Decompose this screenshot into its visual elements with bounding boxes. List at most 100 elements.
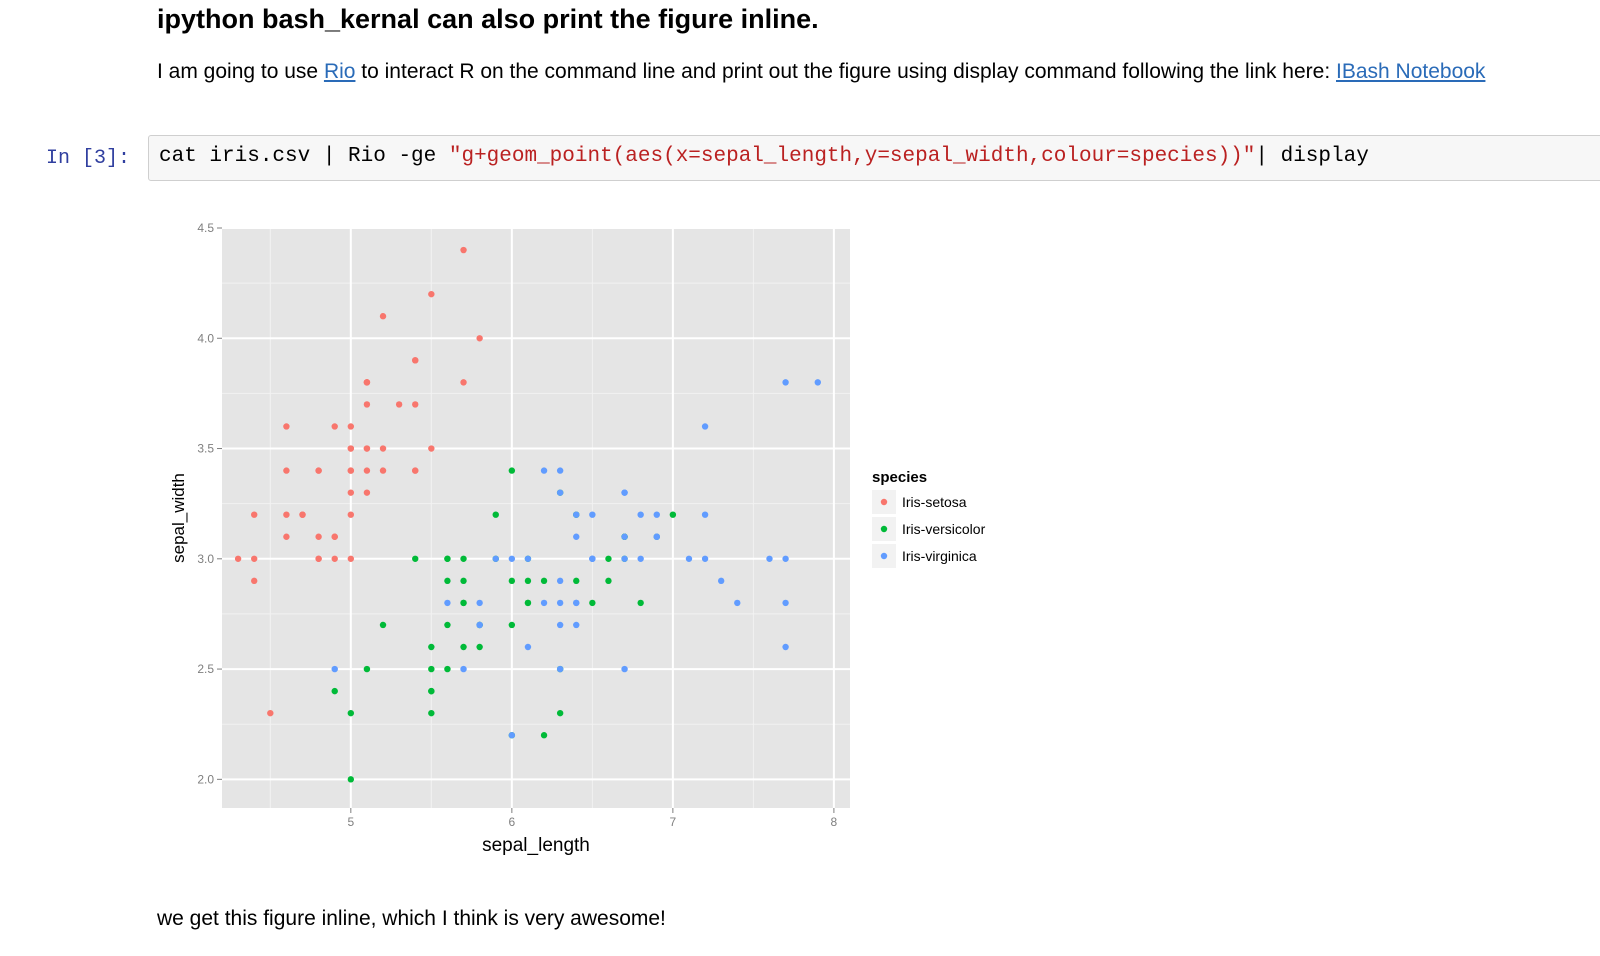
data-point-iris-setosa xyxy=(476,335,483,342)
plot-points xyxy=(234,246,821,783)
code-command: cat iris.csv | Rio -ge xyxy=(159,145,449,168)
legend-marker-iris-versicolor xyxy=(880,525,888,533)
data-point-iris-setosa xyxy=(347,467,355,474)
data-point-iris-virginica xyxy=(556,577,564,585)
data-point-iris-virginica xyxy=(556,621,564,629)
code-input[interactable]: cat iris.csv | Rio -ge "g+geom_point(aes… xyxy=(159,145,1369,168)
closing-text: we get this figure inline, which I think… xyxy=(157,907,666,930)
data-point-iris-virginica xyxy=(782,643,789,651)
data-point-iris-virginica xyxy=(524,555,532,562)
data-point-iris-virginica xyxy=(734,599,741,607)
data-point-iris-setosa xyxy=(379,445,387,452)
cell-prompt: In [3]: xyxy=(46,147,131,170)
data-point-iris-virginica xyxy=(556,665,564,673)
scatter-plot-figure: 2.0 2.5 3.0 3.5 4.0 4.5 5 6 7 8 sepal_length sep… xyxy=(169,221,986,856)
data-point-iris-versicolor xyxy=(492,511,499,518)
x-tick-label: 8 xyxy=(831,815,838,829)
data-point-iris-virginica xyxy=(573,533,580,540)
data-point-iris-virginica xyxy=(653,533,660,540)
data-point-iris-virginica xyxy=(540,599,548,607)
intro-text-start: I am going to use xyxy=(157,60,324,83)
data-point-iris-setosa xyxy=(460,246,467,254)
data-point-iris-setosa xyxy=(251,555,258,562)
legend-label-iris-setosa: Iris-setosa xyxy=(902,494,967,510)
data-point-iris-virginica xyxy=(782,599,789,607)
data-point-iris-versicolor xyxy=(524,599,532,607)
data-point-iris-versicolor xyxy=(508,467,516,474)
data-point-iris-virginica xyxy=(556,467,564,474)
data-point-iris-setosa xyxy=(363,467,371,474)
rio-link[interactable]: Rio xyxy=(323,60,356,83)
y-tick-label: 2.0 xyxy=(197,772,214,786)
data-point-iris-versicolor xyxy=(444,665,451,673)
data-point-iris-versicolor xyxy=(460,643,467,651)
data-point-iris-virginica xyxy=(621,489,628,496)
data-point-iris-versicolor xyxy=(669,511,677,518)
data-point-iris-virginica xyxy=(573,599,580,607)
data-point-iris-virginica xyxy=(556,489,564,496)
data-point-iris-setosa xyxy=(315,555,322,562)
code-cell[interactable]: cat iris.csv | Rio -ge "g+geom_point(aes… xyxy=(148,135,1600,181)
x-tick-label: 5 xyxy=(347,815,354,829)
data-point-iris-virginica xyxy=(492,555,499,562)
data-point-iris-virginica xyxy=(508,732,516,739)
legend-label-iris-versicolor: Iris-versicolor xyxy=(902,521,986,537)
data-point-iris-setosa xyxy=(428,290,435,298)
legend-label-iris-virginica: Iris-virginica xyxy=(902,548,977,564)
data-point-iris-versicolor xyxy=(444,555,451,562)
data-point-iris-virginica xyxy=(653,511,660,518)
data-point-iris-virginica xyxy=(589,511,596,518)
data-point-iris-virginica xyxy=(556,599,564,607)
y-tick-label: 2.5 xyxy=(197,662,214,676)
data-point-iris-virginica xyxy=(621,555,628,562)
data-point-iris-virginica xyxy=(540,467,548,474)
data-point-iris-versicolor xyxy=(379,621,387,629)
data-point-iris-setosa xyxy=(234,555,242,562)
legend-marker-iris-virginica xyxy=(880,552,888,560)
data-point-iris-versicolor xyxy=(331,687,338,695)
data-point-iris-virginica xyxy=(508,555,516,562)
data-point-iris-versicolor xyxy=(460,555,467,562)
plot-panel-background xyxy=(222,228,850,808)
data-point-iris-versicolor xyxy=(637,599,644,607)
data-point-iris-virginica xyxy=(444,599,451,607)
data-point-iris-setosa xyxy=(283,423,290,430)
data-point-iris-versicolor xyxy=(508,621,516,629)
x-axis: 5 6 7 8 xyxy=(347,808,838,829)
data-point-iris-setosa xyxy=(412,401,419,408)
data-point-iris-virginica xyxy=(717,577,725,585)
data-point-iris-versicolor xyxy=(428,665,435,673)
data-point-iris-setosa xyxy=(347,511,355,518)
x-axis-label: sepal_length xyxy=(482,835,590,856)
x-tick-label: 7 xyxy=(670,815,677,829)
data-point-iris-virginica xyxy=(637,555,644,562)
data-point-iris-virginica xyxy=(589,555,596,562)
data-point-iris-setosa xyxy=(460,379,467,386)
data-point-iris-versicolor xyxy=(476,643,483,651)
data-point-iris-setosa xyxy=(283,533,290,540)
data-point-iris-virginica xyxy=(637,511,644,518)
legend-title: species xyxy=(872,469,927,486)
y-tick-label: 3.0 xyxy=(197,552,214,566)
data-point-iris-setosa xyxy=(412,467,419,474)
data-point-iris-setosa xyxy=(347,489,355,496)
data-point-iris-setosa xyxy=(315,467,322,474)
data-point-iris-versicolor xyxy=(412,555,419,562)
data-point-iris-setosa xyxy=(379,313,387,320)
data-point-iris-versicolor xyxy=(428,709,435,717)
y-tick-label: 4.5 xyxy=(197,221,214,235)
y-axis: 2.0 2.5 3.0 3.5 4.0 4.5 xyxy=(197,221,222,786)
data-point-iris-versicolor xyxy=(428,687,435,695)
data-point-iris-virginica xyxy=(701,423,709,430)
data-point-iris-setosa xyxy=(331,533,338,540)
data-point-iris-setosa xyxy=(331,423,338,430)
data-point-iris-virginica xyxy=(782,555,789,562)
data-point-iris-versicolor xyxy=(540,732,548,739)
data-point-iris-virginica xyxy=(573,511,580,518)
data-point-iris-virginica xyxy=(476,599,483,607)
intro-text-middle: to interact R on the command line and pr… xyxy=(355,60,1336,83)
data-point-iris-versicolor xyxy=(524,577,532,585)
y-tick-label: 4.0 xyxy=(197,331,214,345)
data-point-iris-setosa xyxy=(428,445,435,452)
ibash-notebook-link[interactable]: IBash Notebook xyxy=(1336,60,1486,83)
